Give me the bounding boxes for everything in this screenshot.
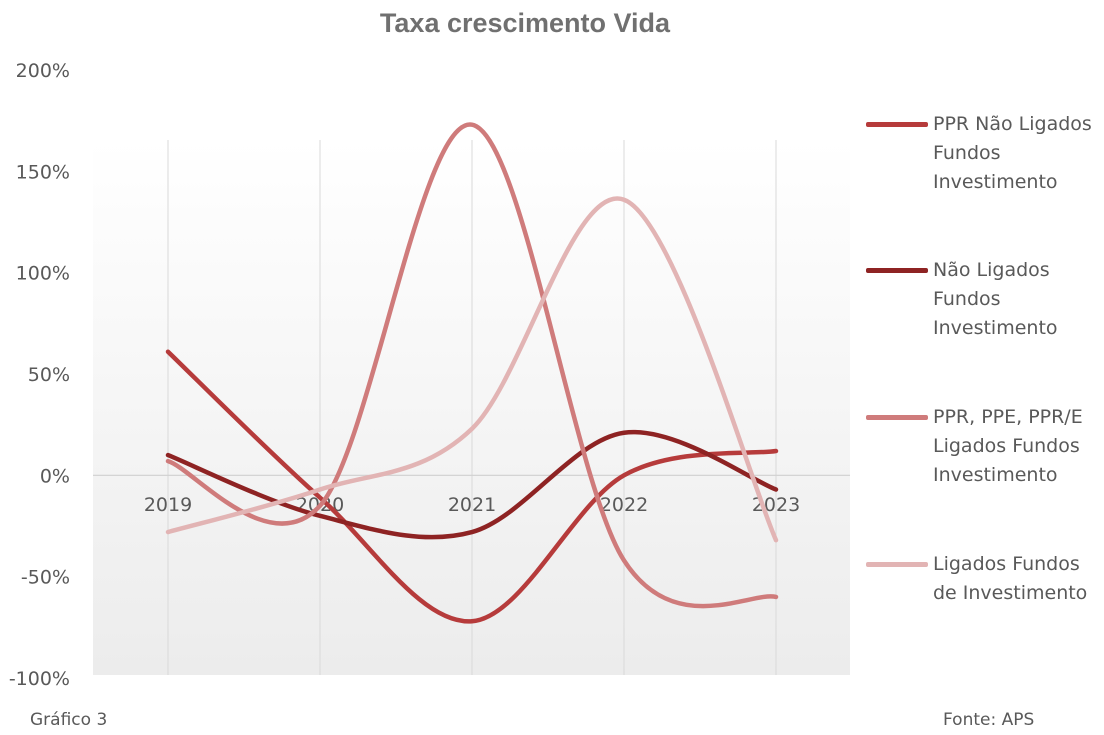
legend-swatch — [866, 562, 928, 567]
x-tick-label: 2019 — [144, 494, 192, 516]
y-tick-label: 50% — [28, 364, 70, 386]
series-line-4 — [165, 196, 779, 543]
x-tick-label: 2022 — [600, 494, 648, 516]
legend-label: Ligados Fundos de Investimento — [933, 553, 1088, 604]
legend-label: PPR Não Ligados Fundos Investimento — [933, 113, 1092, 193]
x-tick-label: 2021 — [448, 494, 496, 516]
y-tick-label: 150% — [16, 161, 70, 183]
legend-swatch — [866, 122, 928, 127]
y-tick-label: 0% — [40, 465, 70, 487]
figure-caption: Gráfico 3 — [30, 710, 108, 730]
legend-swatch — [866, 268, 928, 273]
legend-swatch — [866, 415, 928, 420]
legend-label: PPR, PPE, PPR/E Ligados Fundos Investiment… — [933, 406, 1083, 486]
series-line-1 — [165, 349, 779, 624]
series-line-3 — [165, 122, 779, 609]
y-tick-label: -100% — [9, 668, 70, 690]
chart-title: Taxa crescimento Vida — [379, 8, 671, 38]
legend-label: Não Ligados Fundos Investimento — [933, 259, 1058, 339]
y-tick-label: 200% — [16, 60, 70, 82]
source-caption: Fonte: APS — [943, 710, 1035, 730]
y-tick-label: -50% — [21, 567, 70, 589]
y-tick-label: 100% — [16, 263, 70, 285]
